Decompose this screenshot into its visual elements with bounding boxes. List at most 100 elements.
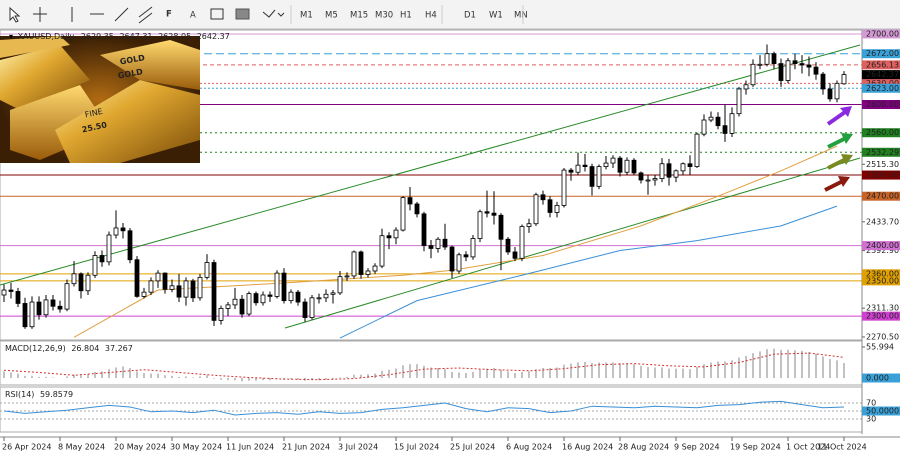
candle-body	[85, 274, 91, 292]
timeframes: M1 M5 M15 M30 H1 H4 D1 W1 MN	[300, 5, 528, 24]
macd-bar	[458, 372, 460, 379]
macd-bar	[248, 378, 250, 381]
level-tag	[862, 147, 900, 157]
level-label: 2532.29	[866, 148, 899, 157]
macd-bar	[444, 369, 446, 379]
candle-body	[211, 262, 217, 321]
timeframe-button[interactable]: M5	[325, 11, 338, 21]
rsi-value: 59.8579	[40, 390, 73, 399]
candle-body	[267, 294, 273, 297]
candle-body	[806, 64, 812, 68]
candle-body	[813, 66, 819, 75]
macd-bar	[45, 376, 47, 379]
candle-body	[785, 60, 791, 81]
arrow-head	[841, 133, 853, 144]
level-label: 2630.00	[866, 79, 899, 88]
macd-bar	[591, 363, 593, 379]
low: 2628.05	[158, 32, 191, 41]
level-label: 2700.00	[866, 29, 899, 38]
macd-bar	[535, 369, 537, 379]
macd-label: MACD(12,26,9)	[5, 344, 66, 353]
candle-body	[701, 119, 707, 135]
timeframe-button[interactable]: D1	[464, 11, 476, 21]
macd-bar	[710, 362, 712, 379]
level-tag	[862, 241, 900, 251]
candle-body	[50, 299, 56, 307]
macd-bar	[584, 361, 586, 379]
candle-body	[120, 227, 126, 232]
chart-header: ▾ XAUUSD,Daily 2629.35 2647.31 2628.05 2…	[9, 32, 230, 41]
macd-bar	[10, 372, 12, 379]
timeframe-button[interactable]: M15	[350, 11, 368, 21]
candle-body	[449, 246, 455, 272]
candle-body	[309, 297, 315, 318]
x-tick-label: 19 Sep 2024	[730, 443, 781, 452]
macd-bar	[822, 356, 824, 379]
candle-body	[708, 116, 714, 121]
candle-body	[155, 272, 161, 282]
timeframe-button[interactable]: M1	[300, 11, 313, 21]
candle-body	[22, 303, 28, 328]
shapes-menu[interactable]	[262, 9, 285, 18]
candle-body	[799, 63, 805, 66]
macd-bar	[815, 353, 817, 379]
candle-body	[575, 164, 581, 173]
channel-tool[interactable]	[138, 6, 153, 24]
x-tick-label: 11 Jun 2024	[226, 443, 274, 452]
moving-average	[73, 145, 838, 338]
candle-body	[218, 307, 224, 321]
label-tool[interactable]	[210, 8, 224, 20]
candle-body	[610, 157, 616, 164]
x-tick-label: 26 Apr 2024	[2, 443, 51, 452]
level-tag	[862, 191, 900, 201]
text-tool[interactable]: A	[190, 11, 196, 21]
macd	[3, 348, 845, 382]
candle-body	[589, 166, 595, 187]
timeframe-button[interactable]: H1	[400, 11, 412, 21]
macd-bar	[38, 376, 40, 379]
macd-bar	[626, 363, 628, 379]
candle-body	[400, 197, 406, 231]
fib-tool[interactable]: F	[166, 10, 172, 20]
timeframe-button[interactable]: MN	[514, 11, 528, 21]
timeframe-button[interactable]: H4	[425, 11, 437, 21]
rect-tool[interactable]	[235, 8, 250, 20]
candle-body	[43, 299, 49, 316]
macd-bar	[500, 369, 502, 379]
macd-value: 26.804	[71, 344, 99, 353]
macd-tick-label: 55.994	[866, 342, 894, 351]
macd-bar	[346, 376, 348, 379]
candle-body	[764, 53, 770, 65]
macd-bar	[486, 368, 488, 379]
candle-body	[722, 125, 728, 134]
candle-body	[232, 298, 238, 306]
level-label: 2600.00	[866, 100, 899, 109]
trendline-tool[interactable]	[114, 7, 129, 22]
macd-bar	[703, 364, 705, 379]
timeframe-button[interactable]: W1	[489, 11, 503, 21]
candle-body	[190, 280, 196, 299]
crosshair-tool[interactable]	[33, 7, 47, 22]
macd-bar	[514, 373, 516, 379]
gold-image: GOLD GOLD FINE 25.50	[0, 36, 200, 163]
rsi-tick-label: 70	[866, 399, 876, 408]
timeframe-button[interactable]: M30	[375, 11, 393, 21]
candle-body	[162, 272, 168, 290]
macd-bar	[549, 368, 551, 379]
macd-bar	[17, 373, 19, 379]
candle-body	[638, 172, 644, 181]
macd-bar	[129, 368, 131, 379]
candle-body	[106, 234, 112, 263]
macd-bar	[115, 367, 117, 379]
level-label: 2560.00	[866, 128, 899, 137]
x-tick-label: 11 Oct 2024	[817, 443, 866, 452]
collapse-icon: ▾	[9, 32, 13, 41]
level-tag	[862, 170, 900, 180]
candle-body	[246, 293, 252, 315]
cursor-tool[interactable]	[9, 6, 21, 23]
candle-body	[197, 276, 203, 299]
y-tick-label: 2311.30	[866, 304, 899, 313]
macd-bar	[668, 368, 670, 379]
candle-body	[337, 276, 343, 294]
macd-bar	[759, 351, 761, 379]
